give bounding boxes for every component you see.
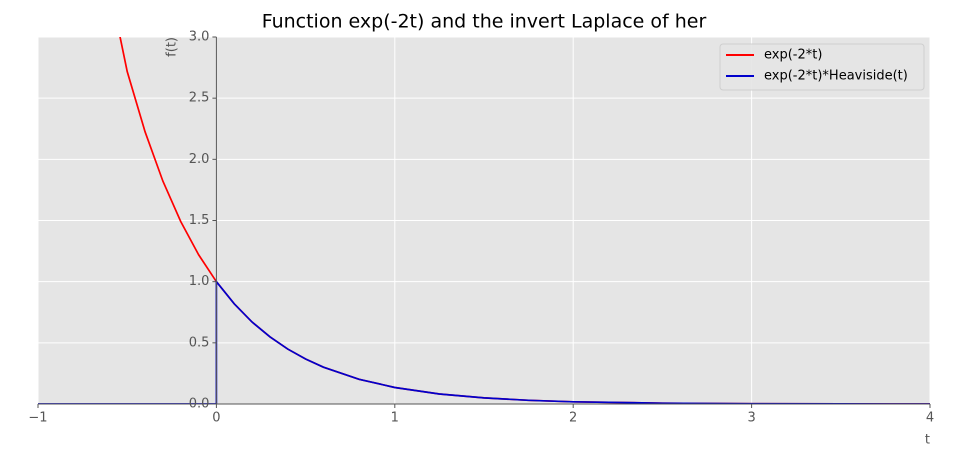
y-tick-label: 1.0 [189, 274, 210, 289]
x-tick-label: 0 [212, 411, 220, 426]
x-tick-label: 2 [569, 411, 577, 426]
series-line [38, 279, 930, 404]
y-tick-label: 3.0 [189, 30, 210, 45]
legend-box [719, 43, 925, 91]
x-tick-label: 1 [391, 411, 399, 426]
y-tick-label: 0.5 [189, 335, 210, 350]
y-tick-label: 2.5 [189, 91, 210, 106]
y-axis-label: f(t) [165, 37, 180, 57]
x-tick-label: −1 [28, 411, 47, 426]
x-tick-label: 3 [747, 411, 755, 426]
legend-label: exp(-2*t)*Heaviside(t) [764, 69, 908, 84]
x-tick-label: 4 [926, 411, 934, 426]
chart-title: Function exp(-2t) and the invert Laplace… [262, 11, 707, 33]
y-tick-label: 2.0 [189, 152, 210, 167]
y-tick-label: 1.5 [189, 213, 210, 228]
x-axis-label: t [925, 433, 930, 448]
legend-label: exp(-2*t) [764, 48, 822, 63]
